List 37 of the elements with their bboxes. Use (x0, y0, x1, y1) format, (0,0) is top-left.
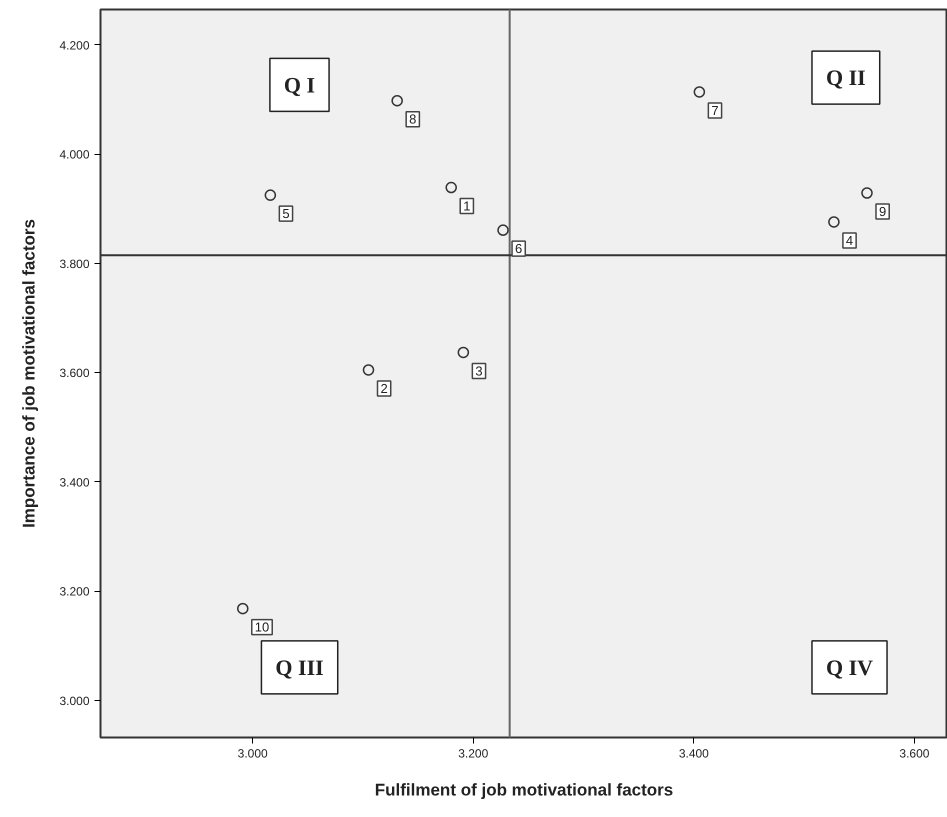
point (445, 182, 457, 194)
annotation: 4 (846, 232, 854, 248)
annotation: 3 (475, 363, 483, 378)
y-tick-label: 4.200 (59, 38, 90, 52)
annotation: 9 (878, 204, 886, 219)
x-axis-title: Fulfilment of job motivational factors (374, 780, 674, 800)
point (828, 216, 840, 228)
y-axis-title: Importance of job motivational factors (19, 219, 38, 528)
annotation: 2 (380, 380, 388, 396)
point (264, 189, 276, 201)
annotation: 6 (515, 241, 522, 256)
annotation: 5 (282, 206, 290, 222)
point (458, 346, 470, 358)
annotation: 7 (711, 102, 719, 118)
x-tick-label: 3.000 (238, 746, 268, 760)
y-tick-label: 3.000 (59, 694, 90, 708)
y-tick-label: 3.800 (59, 256, 90, 271)
annotation: Q IV (826, 654, 874, 680)
point (694, 86, 706, 98)
y-tick-label: 3.200 (59, 584, 90, 599)
point (861, 187, 873, 199)
annotation: Q I (284, 72, 316, 98)
x-tick-label: 3.600 (899, 746, 930, 760)
annotation: Q III (275, 654, 324, 680)
x-tick-label: 3.200 (458, 746, 489, 760)
point (362, 364, 374, 376)
point (391, 94, 403, 106)
y-tick-label: 4.000 (59, 148, 90, 162)
y-tick-label: 3.600 (59, 366, 90, 380)
annotation: 1 (463, 198, 470, 214)
point (237, 602, 249, 614)
y-tick-label: 3.400 (59, 475, 90, 490)
point (497, 224, 509, 236)
x-tick-label: 3.400 (678, 746, 710, 760)
annotation: 8 (409, 112, 416, 127)
annotation: Q II (826, 65, 866, 90)
annotation: 10 (254, 620, 270, 635)
